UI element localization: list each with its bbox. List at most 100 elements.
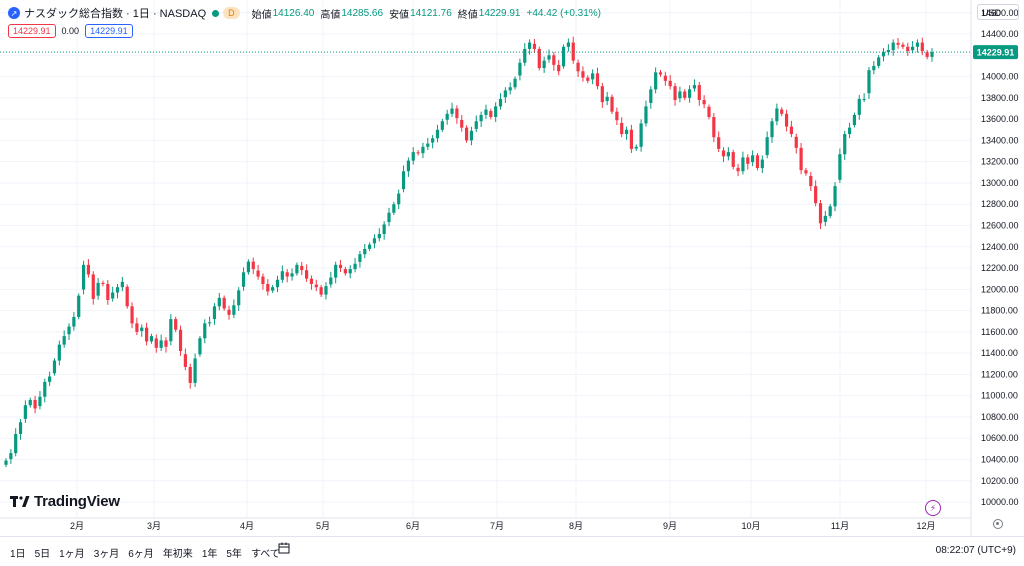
candle-body-68	[334, 264, 338, 278]
candle-body-41	[203, 323, 207, 339]
y-tick-23: 14600.00	[981, 8, 1019, 18]
candle-body-170	[828, 206, 832, 216]
candle-body-45	[222, 297, 226, 309]
candle-19	[96, 278, 100, 300]
candle-130	[634, 144, 638, 151]
candle-body-5	[28, 399, 32, 406]
symbol-legend: ↗ ナスダック総合指数 · 1日 · NASDAQ D 始値 14126.40 高…	[8, 6, 601, 21]
buy-price-box[interactable]: 14229.91	[85, 24, 133, 38]
candle-body-124	[605, 96, 609, 102]
bottom-toolbar: 1日 5日 1ヶ月 3ヶ月 6ヶ月 年初来 1年 5年 すべて 08:22:07 (UTC+9)	[0, 536, 1024, 566]
candle-body-154	[751, 155, 755, 163]
candle-82	[401, 165, 406, 193]
range-button-4[interactable]: 6ヶ月	[128, 549, 154, 560]
price-chart[interactable]: 10000.00 10200.00 10400.00 10600.00 10800.00…	[0, 0, 1024, 536]
y-tick-15: 13000.00	[981, 178, 1019, 188]
candle-body-72	[353, 263, 357, 270]
candle-body-163	[794, 136, 798, 148]
x-tick-7: 9月	[663, 521, 677, 531]
range-button-0[interactable]: 1日	[10, 549, 26, 560]
clock-timezone[interactable]: 08:22:07 (UTC+9)	[935, 545, 1016, 556]
y-tick-4: 10800.00	[981, 412, 1019, 422]
candle-9	[48, 371, 52, 386]
candle-body-62	[304, 270, 309, 279]
tradingview-logo[interactable]: TradingView	[10, 493, 120, 510]
candle-91	[445, 109, 449, 125]
candle-38	[188, 363, 192, 389]
candle-84	[411, 147, 415, 165]
y-tick-9: 11800.00	[981, 306, 1018, 316]
candle-body-33	[164, 340, 168, 347]
candle-26	[130, 302, 134, 329]
currency-select[interactable]: USD	[977, 4, 1019, 20]
candle-body-122	[595, 73, 600, 87]
candle-body-131	[639, 123, 643, 147]
candle-182	[886, 44, 890, 56]
candle-116	[566, 38, 570, 52]
range-button-5[interactable]: 年初来	[162, 549, 193, 560]
candle-109	[532, 38, 537, 53]
candle-152	[741, 151, 745, 175]
candle-body-65	[319, 287, 323, 295]
symbol-title[interactable]: ナスダック総合指数 · 1日 · NASDAQ	[24, 8, 207, 20]
candle-body-109	[532, 43, 537, 49]
candle-189	[920, 37, 924, 56]
candle-body-63	[309, 278, 314, 284]
candle-body-144	[702, 99, 706, 105]
candle-104	[508, 82, 512, 95]
candle-body-83	[406, 160, 410, 172]
sell-price-box[interactable]: 14229.91	[8, 24, 56, 38]
candle-31	[154, 334, 158, 353]
candle-150	[731, 149, 735, 170]
interval-badge[interactable]: D	[223, 7, 240, 19]
candle-body-179	[872, 65, 876, 71]
tradingview-logo-text: TradingView	[34, 493, 120, 510]
candle-5	[28, 397, 32, 408]
candle-body-152	[741, 157, 745, 172]
candle-87	[426, 137, 430, 150]
candle-65	[319, 284, 323, 297]
candle-body-145	[707, 106, 711, 118]
candle-44	[217, 292, 221, 311]
candles	[4, 36, 934, 468]
candle-body-187	[911, 46, 915, 51]
candle-body-117	[571, 42, 575, 61]
candle-83	[406, 157, 410, 177]
candle-body-129	[629, 129, 634, 149]
y-tick-19: 13800.00	[981, 93, 1019, 103]
x-tick-8: 10月	[741, 521, 760, 531]
calendar-range-icon[interactable]	[278, 542, 290, 554]
range-button-3[interactable]: 3ヶ月	[93, 549, 120, 560]
range-button-7[interactable]: 5年	[226, 549, 242, 560]
candle-body-90	[440, 121, 444, 130]
candle-185	[901, 42, 905, 50]
candle-body-184	[896, 42, 900, 45]
candle-body-3	[18, 422, 23, 434]
y-tick-18: 13600.00	[981, 114, 1019, 124]
lightning-icon[interactable]: ⚡	[925, 500, 941, 516]
candle-27	[135, 317, 139, 336]
range-button-2[interactable]: 1ヶ月	[59, 549, 85, 560]
candle-body-159	[775, 108, 779, 122]
candle-32	[159, 334, 163, 352]
candle-171	[833, 182, 837, 212]
settings-gear-icon[interactable]	[993, 519, 1003, 529]
candle-body-24	[120, 281, 124, 288]
candle-113	[552, 52, 556, 71]
candle-body-14	[72, 316, 76, 327]
x-tick-0: 2月	[70, 521, 84, 531]
candle-40	[198, 335, 202, 357]
candle-body-137	[668, 80, 672, 87]
range-button-1[interactable]: 5日	[34, 549, 51, 560]
candle-7	[38, 390, 42, 410]
candle-body-98	[479, 114, 483, 122]
candle-62	[304, 264, 309, 282]
candle-35	[174, 316, 178, 333]
chart-grid	[0, 0, 971, 518]
candle-28	[140, 324, 144, 337]
candle-body-19	[96, 282, 100, 296]
range-button-6[interactable]: 1年	[201, 549, 218, 560]
x-tick-2: 4月	[240, 521, 254, 531]
range-button-8[interactable]: すべて	[250, 549, 280, 560]
candle-body-89	[435, 129, 440, 139]
